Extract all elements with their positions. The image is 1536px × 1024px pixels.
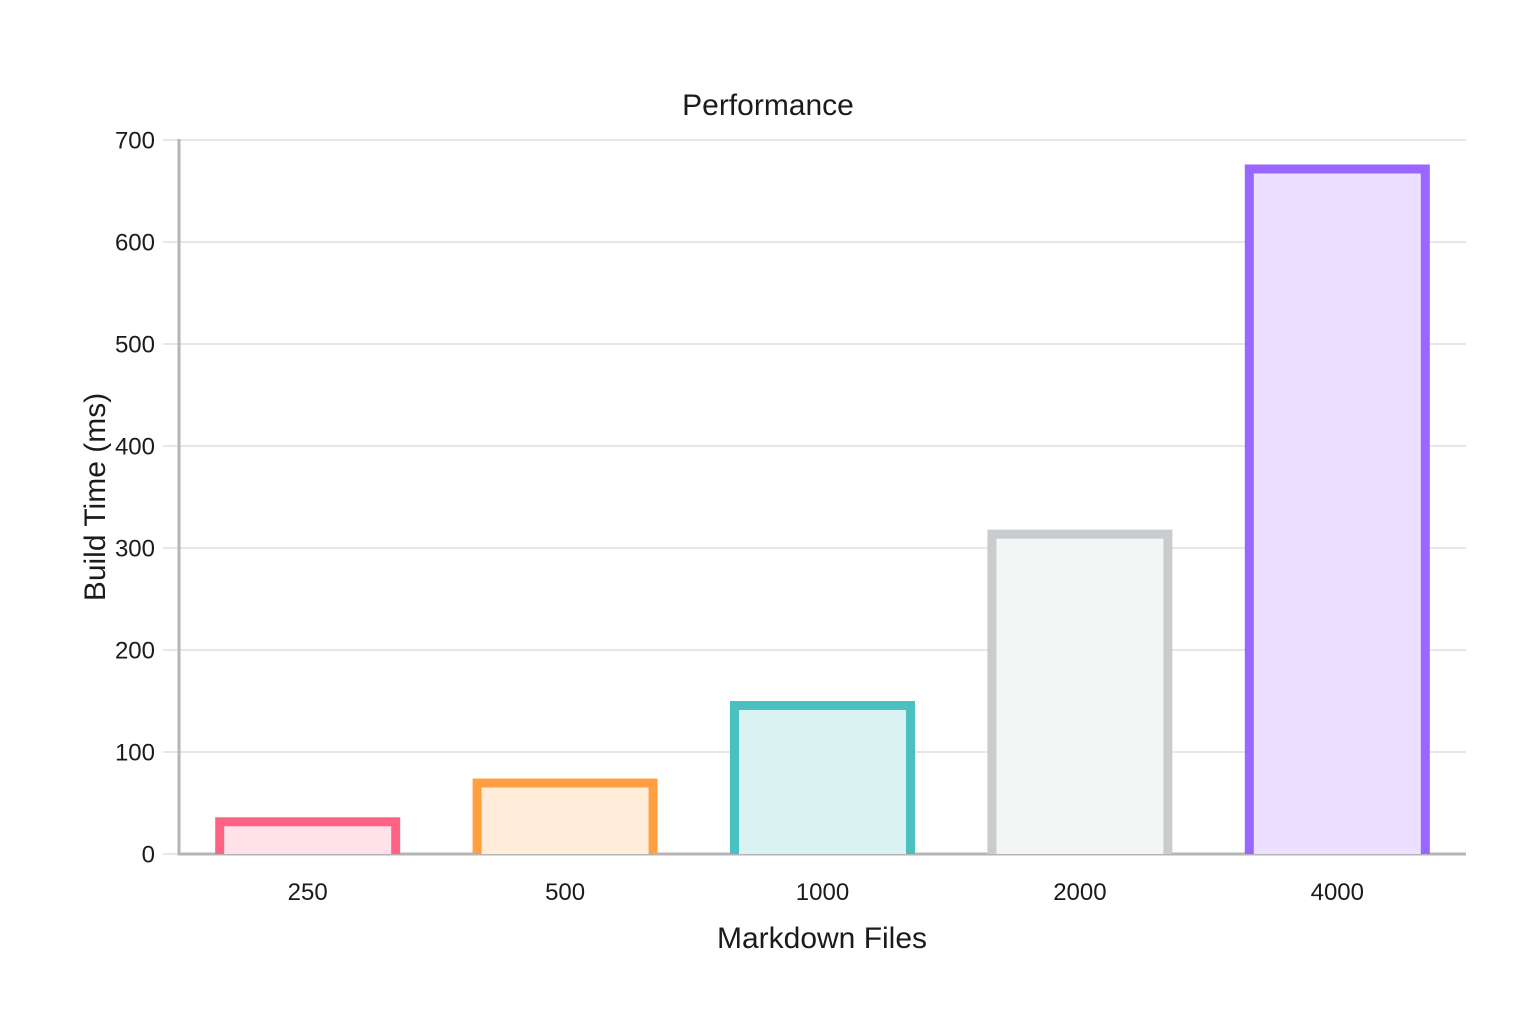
- y-tick-label: 300: [115, 536, 155, 563]
- y-tick-label: 700: [115, 128, 155, 155]
- y-tick-label: 400: [115, 434, 155, 461]
- y-tick-label: 0: [142, 842, 155, 869]
- x-tick-label: 2000: [1053, 879, 1106, 906]
- x-tick-label: 250: [288, 879, 328, 906]
- bar: [224, 826, 392, 854]
- y-tick-label: 100: [115, 740, 155, 767]
- x-tick-label: 1000: [796, 879, 849, 906]
- y-tick-label: 200: [115, 638, 155, 665]
- bar: [996, 538, 1164, 854]
- bar: [739, 710, 906, 854]
- x-axis-title: Markdown Files: [716, 922, 928, 955]
- bar: [481, 787, 649, 854]
- bar: [1253, 173, 1421, 855]
- y-tick-label: 600: [115, 230, 155, 257]
- x-tick-label: 4000: [1311, 879, 1364, 906]
- x-tick-label: 500: [545, 879, 585, 906]
- chart-title: Performance: [682, 89, 854, 122]
- y-tick-label: 500: [115, 332, 155, 359]
- y-axis-title: Build Time (ms): [79, 392, 112, 602]
